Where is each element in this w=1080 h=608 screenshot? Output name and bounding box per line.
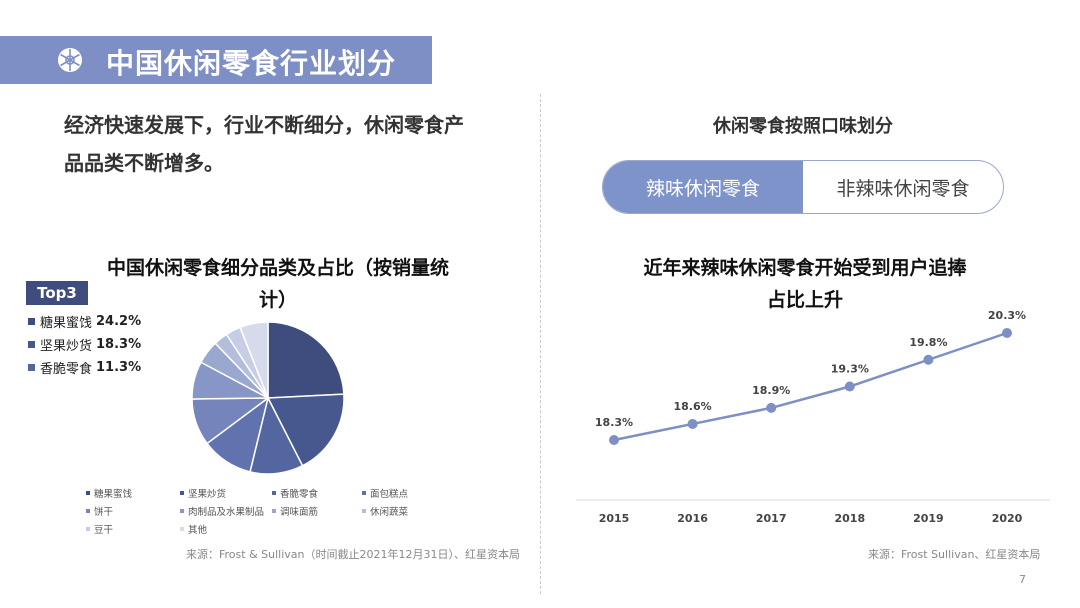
x-tick-label: 2018 — [834, 512, 865, 525]
line-data-label: 19.8% — [909, 336, 947, 349]
line-source-note: 来源：Frost Sullivan、红星资本局 — [868, 548, 1041, 561]
top3-badge: Top3 — [26, 281, 88, 305]
line-data-label: 18.3% — [595, 416, 633, 429]
intro-line-2: 品品类不断增多。 — [64, 151, 224, 175]
line-chart: 18.3% 2015 18.6% 2016 18.9% 2017 19.3% 2018 19.8… — [576, 310, 1050, 525]
legend-dot-icon — [180, 527, 184, 531]
pie-chart-title: 中国休闲零食细分品类及占比（按销量统 计） — [88, 252, 468, 316]
pie-legend-label: 肉制品及水果制品 — [188, 507, 265, 518]
pie-legend-item: 调味面筋 — [272, 504, 318, 518]
pie-legend-item: 休闲蔬菜 — [362, 504, 408, 518]
square-marker-icon — [28, 364, 35, 371]
pie-legend-label: 糖果蜜饯 — [94, 489, 133, 500]
line-data-label: 18.6% — [674, 400, 712, 413]
x-tick-label: 2015 — [599, 512, 630, 525]
pie-slice-10 — [239, 321, 269, 399]
pie-legend-label: 豆干 — [94, 525, 114, 536]
flavor-title: 休闲零食按照口味划分 — [713, 116, 893, 137]
legend-dot-icon — [272, 491, 276, 495]
pie-legend-item: 香脆零食 — [272, 486, 318, 500]
column-divider — [540, 94, 541, 594]
pie-legend-label: 面包糕点 — [370, 489, 409, 500]
legend-dot-icon — [180, 509, 184, 513]
page-number: 7 — [1019, 573, 1026, 586]
legend-dot-icon — [362, 491, 366, 495]
pie-legend-item: 坚果炒货 — [180, 486, 226, 500]
top3-name: 糖果蜜饯 — [40, 316, 93, 331]
pie-source-note: 来源：Frost & Sullivan（时间截止2021年12月31日）、红星资… — [186, 548, 520, 561]
x-tick-label: 2016 — [677, 512, 708, 525]
line-data-label: 19.3% — [831, 363, 869, 376]
pie-slice-1 — [267, 321, 345, 399]
pie-title-line-1: 中国休闲零食细分品类及占比（按销量统 — [106, 257, 449, 279]
line-data-label: 18.9% — [752, 384, 790, 397]
snack-logo-icon — [58, 48, 82, 72]
pie-title-line-2: 计） — [258, 289, 297, 311]
header-bar: 中国休闲零食行业划分 — [0, 36, 432, 84]
x-tick-label: 2020 — [992, 512, 1023, 525]
legend-dot-icon — [272, 509, 276, 513]
pie-legend-item: 豆干 — [86, 522, 113, 536]
top3-name: 坚果炒货 — [40, 339, 93, 354]
top3-item: 坚果炒货 18.3% — [28, 333, 141, 356]
line-title-line-2: 占比上升 — [766, 289, 843, 311]
pie-legend-item: 其他 — [180, 522, 207, 536]
pie-legend-label: 饼干 — [94, 507, 114, 518]
pie-legend-label: 香脆零食 — [280, 489, 319, 500]
top3-name: 香脆零食 — [40, 362, 93, 377]
pie-legend-label: 坚果炒货 — [188, 489, 227, 500]
pie-legend-label: 调味面筋 — [280, 507, 319, 518]
pie-legend-label: 其他 — [188, 525, 208, 536]
line-point-2019 — [923, 354, 934, 365]
flavor-option-spicy[interactable]: 辣味休闲零食 — [603, 161, 803, 213]
pie-chart — [191, 321, 345, 475]
pie-slice-2 — [266, 393, 345, 467]
top3-pct: 11.3% — [96, 360, 142, 375]
top3-list: 糖果蜜饯 24.2% 坚果炒货 18.3% 香脆零食 11.3% — [28, 310, 141, 379]
top3-item: 糖果蜜饯 24.2% — [28, 310, 141, 333]
legend-dot-icon — [86, 509, 90, 513]
top3-pct: 18.3% — [96, 337, 142, 352]
pie-legend-item: 面包糕点 — [362, 486, 408, 500]
line-chart-title: 近年来辣味休闲零食开始受到用户追捧 占比上升 — [600, 252, 1010, 316]
page-title: 中国休闲零食行业划分 — [106, 47, 397, 80]
square-marker-icon — [28, 318, 35, 325]
square-marker-icon — [28, 341, 35, 348]
top3-pct: 24.2% — [96, 314, 142, 329]
line-point-2015 — [609, 435, 619, 445]
pie-legend-item: 肉制品及水果制品 — [180, 504, 264, 518]
intro-text: 经济快速发展下，行业不断细分，休闲零食产 品品类不断增多。 — [64, 106, 530, 182]
line-series — [613, 331, 1008, 442]
top3-item: 香脆零食 11.3% — [28, 356, 141, 379]
line-point-2016 — [687, 418, 698, 429]
x-tick-label: 2019 — [913, 512, 944, 525]
flavor-option-non-spicy[interactable]: 非辣味休闲零食 — [836, 177, 970, 200]
line-point-2018 — [844, 381, 855, 392]
legend-dot-icon — [362, 509, 366, 513]
legend-dot-icon — [180, 491, 184, 495]
line-data-label: 20.3% — [988, 310, 1026, 322]
pie-legend-item: 糖果蜜饯 — [86, 486, 132, 500]
flavor-toggle: 辣味休闲零食 非辣味休闲零食 — [602, 160, 1004, 214]
line-point-2017 — [766, 402, 777, 413]
line-point-2020 — [1002, 328, 1012, 338]
line-title-line-1: 近年来辣味休闲零食开始受到用户追捧 — [643, 257, 967, 279]
pie-legend-label: 休闲蔬菜 — [370, 507, 409, 518]
legend-dot-icon — [86, 527, 90, 531]
intro-line-1: 经济快速发展下，行业不断细分，休闲零食产 — [64, 113, 464, 137]
legend-dot-icon — [86, 491, 90, 495]
pie-legend-item: 饼干 — [86, 504, 113, 518]
x-tick-label: 2017 — [756, 512, 787, 525]
